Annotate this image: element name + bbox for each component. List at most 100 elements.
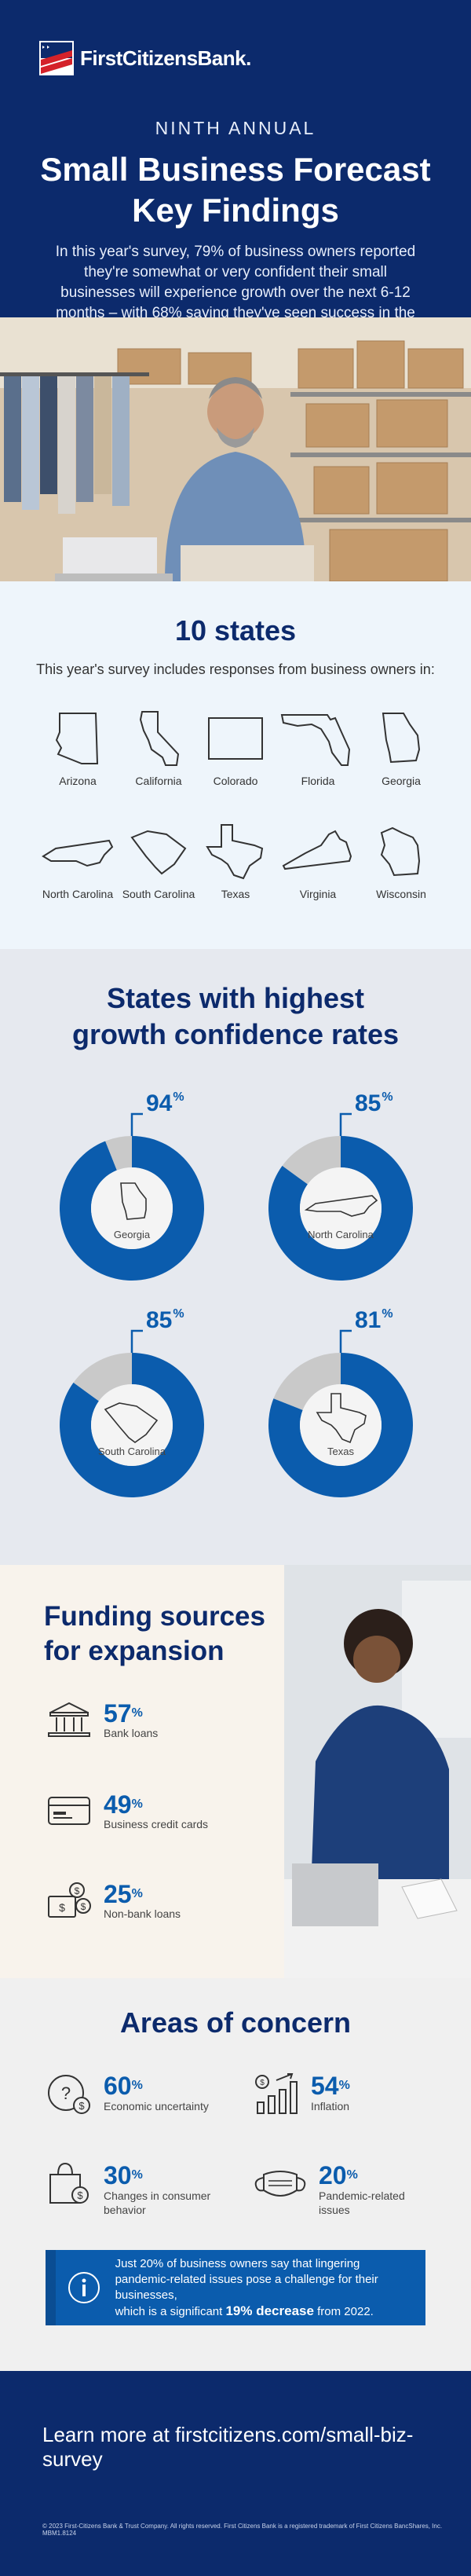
- brand-logo[interactable]: FirstCitizensBank.: [39, 41, 251, 75]
- donut-slice-remainder: [273, 1353, 341, 1410]
- donut-south-carolina: 85% South Carolina: [46, 1307, 226, 1512]
- donut-slice-confident: [268, 1136, 413, 1281]
- svg-text:$: $: [77, 2189, 83, 2201]
- state-arizona: Arizona: [35, 709, 121, 787]
- warehouse-photo-illustration: [0, 317, 471, 581]
- california-map-icon: [139, 711, 180, 766]
- funding-section: Funding sources for expansion 57% Bank l…: [0, 1565, 471, 1978]
- svg-text:?: ?: [61, 2083, 71, 2103]
- svg-text:$: $: [260, 2079, 265, 2087]
- virginia-map-icon: [282, 830, 352, 870]
- donut-slice-confident: [60, 1136, 204, 1281]
- concern-section: Areas of concern ? $ 60% Economic uncerta…: [0, 1978, 471, 2371]
- funding-item-credit-cards: 49% Business credit cards: [47, 1791, 208, 1830]
- donut-state-label: Texas: [327, 1446, 354, 1457]
- texas-map-icon: [206, 824, 264, 880]
- state-outline-icon: [120, 1182, 147, 1220]
- state-florida: Florida: [275, 709, 361, 787]
- concern-item-inflation: $ 54% Inflation: [253, 2072, 350, 2116]
- face-mask-icon: [254, 2171, 306, 2197]
- florida-map-icon: [280, 714, 351, 766]
- state-outline-icon: [304, 1195, 378, 1217]
- donut-state-label: South Carolina: [98, 1446, 166, 1457]
- funding-item-bank-loans: 57% Bank loans: [47, 1700, 158, 1739]
- donut-center: [91, 1384, 173, 1466]
- growth-title: States with highest growth confidence ra…: [71, 982, 400, 1050]
- donut-value-label: 94%: [146, 1090, 184, 1116]
- donut-slice-remainder: [105, 1136, 132, 1171]
- donut-north-carolina: 85% North Carolina: [254, 1090, 435, 1295]
- learn-more-link[interactable]: Learn more at firstcitizens.com/small-bi…: [42, 2423, 414, 2471]
- states-title: 10 states: [174, 614, 297, 647]
- logo-wordmark: FirstCitizensBank.: [80, 46, 251, 70]
- funding-item-non-bank-loans: $ $ $ 25% Non-bank loans: [47, 1881, 181, 1920]
- concern-item-pandemic: 20% Pandemic-related issues: [253, 2162, 405, 2217]
- donut-slice-remainder: [282, 1136, 341, 1185]
- callout-line: [339, 1112, 352, 1136]
- bank-icon: [48, 1702, 90, 1737]
- shopping-bag-icon: $: [49, 2162, 89, 2204]
- info-icon: [68, 2272, 100, 2303]
- donut-georgia: 94% Georgia: [46, 1090, 226, 1295]
- svg-text:$: $: [78, 2100, 85, 2112]
- donut-center: [300, 1167, 382, 1249]
- header-section: FirstCitizensBank. NINTH ANNUAL Small Bu…: [0, 0, 471, 317]
- state-texas: Texas: [192, 822, 279, 900]
- donut-state-label: Georgia: [113, 1229, 151, 1240]
- donut-slice-confident: [268, 1353, 413, 1497]
- state-georgia: Georgia: [358, 709, 444, 787]
- wisconsin-map-icon: [380, 826, 421, 877]
- callout-line: [130, 1329, 143, 1353]
- state-virginia: Virginia: [275, 822, 361, 900]
- credit-card-icon: [48, 1797, 90, 1825]
- callout-line: [130, 1112, 143, 1136]
- donut-state-label: North Carolina: [308, 1229, 374, 1240]
- kicker: NINTH ANNUAL: [155, 118, 316, 138]
- donut-texas: 81% Texas: [254, 1307, 435, 1512]
- callout-accent: [46, 2250, 56, 2325]
- states-subtitle: This year's survey includes responses fr…: [36, 661, 435, 677]
- donut-chart-svg: [268, 1329, 413, 1497]
- page-title: Small Business Forecast Key Findings: [16, 149, 455, 231]
- rising-chart-icon: $: [255, 2073, 298, 2114]
- woman-photo: [284, 1565, 471, 1978]
- state-outline-icon: [316, 1393, 367, 1444]
- title-line-2: Key Findings: [132, 192, 339, 229]
- donut-value-label: 85%: [146, 1307, 184, 1333]
- state-outline-icon: [104, 1402, 159, 1443]
- concern-item-consumer-behavior: $ 30% Changes in consumer behavior: [46, 2162, 210, 2217]
- callout-text: Just 20% of business owners say that lin…: [115, 2256, 378, 2318]
- arizona-map-icon: [55, 713, 99, 764]
- legal-text: © 2023 First-Citizens Bank & Trust Compa…: [42, 2523, 443, 2537]
- concern-item-economic-uncertainty: ? $ 60% Economic uncertainty: [46, 2072, 209, 2116]
- south-carolina-map-icon: [130, 830, 187, 875]
- colorado-map-icon: [208, 717, 263, 760]
- funding-title: Funding sources for expansion: [44, 1601, 265, 1666]
- donut-chart-svg: [59, 1329, 204, 1497]
- question-dollar-icon: ?$: [48, 2075, 90, 2114]
- states-section: 10 states This year's survey includes re…: [0, 581, 471, 949]
- donut-chart-svg: [60, 1112, 204, 1281]
- concern-title: Areas of concern: [119, 2006, 352, 2039]
- state-california: California: [115, 709, 202, 787]
- money-icon: $$$: [48, 1882, 91, 1918]
- donut-value-label: 81%: [355, 1307, 393, 1333]
- callout-line: [339, 1329, 352, 1353]
- growth-section: States with highest growth confidence ra…: [0, 949, 471, 1565]
- georgia-map-icon: [382, 713, 421, 764]
- hero-photo: [0, 317, 471, 581]
- donut-slice-remainder: [73, 1353, 132, 1402]
- woman-photo-illustration: [284, 1565, 471, 1978]
- svg-text:$: $: [75, 1885, 80, 1896]
- pandemic-callout: Just 20% of business owners say that lin…: [46, 2250, 425, 2325]
- state-north-carolina: North Carolina: [35, 822, 121, 900]
- footer-section: Learn more at firstcitizens.com/small-bi…: [0, 2371, 471, 2576]
- donut-center: [300, 1384, 382, 1466]
- state-wisconsin: Wisconsin: [358, 822, 444, 900]
- donut-chart-svg: [268, 1112, 413, 1281]
- flag-icon: [39, 41, 74, 75]
- svg-text:$: $: [81, 1901, 86, 1912]
- donut-center: [91, 1167, 173, 1249]
- title-line-1: Small Business Forecast: [40, 151, 431, 188]
- svg-text:$: $: [59, 1901, 65, 1914]
